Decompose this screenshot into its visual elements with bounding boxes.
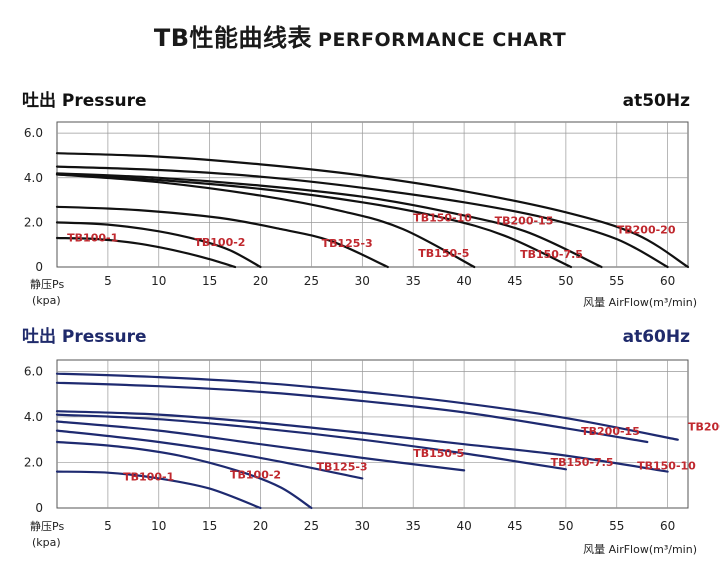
series-label: TB125-3 — [322, 237, 373, 250]
header-right: at60Hz — [623, 327, 690, 347]
x-tick-label: 40 — [456, 274, 471, 288]
x-tick-label: 15 — [202, 274, 217, 288]
x-tick-label: 60 — [660, 519, 675, 533]
x-tick-label: 45 — [507, 519, 522, 533]
x-tick-label: 15 — [202, 519, 217, 533]
x-axis-label: 风量 AirFlow(m³/min) — [583, 296, 697, 309]
series-curve — [55, 420, 466, 472]
page-title: TB性能曲线表 PERFORMANCE CHART — [0, 18, 720, 53]
series-label: TB200-15 — [495, 215, 554, 228]
series-curve — [55, 165, 669, 269]
series-curve — [55, 205, 389, 269]
x-tick-label: 55 — [609, 274, 624, 288]
plot-frame — [56, 121, 689, 268]
series-curve — [55, 172, 603, 269]
x-tick-label: 35 — [406, 519, 421, 533]
plot-frame — [56, 359, 689, 509]
x-tick-label: 20 — [253, 274, 268, 288]
series-curve — [55, 173, 573, 269]
y-tick-label: 4.0 — [24, 171, 43, 185]
header-left: 吐出 Pressure — [22, 90, 147, 111]
header-left: 吐出 Pressure — [22, 326, 147, 347]
x-tick-label: 50 — [558, 274, 573, 288]
series-curve — [55, 221, 262, 269]
y-tick-label: 2.0 — [24, 455, 43, 469]
series-label: TB100-2 — [230, 468, 281, 481]
x-tick-label: 5 — [104, 274, 112, 288]
series-label: TB125-3 — [317, 460, 368, 473]
y-tick-label: 6.0 — [24, 364, 43, 378]
y-tick-label: 0 — [35, 501, 43, 515]
x-tick-label: 10 — [151, 274, 166, 288]
x-tick-label: 30 — [355, 274, 370, 288]
y-tick-label: 6.0 — [24, 126, 43, 140]
chart-60hz: 吐出 Pressure at60Hz 5 10 15 20 25 30 35 40 45 50 55… — [22, 326, 720, 556]
series-label: TB150-7.5 — [551, 456, 614, 469]
x-axis-label: 风量 AirFlow(m³/min) — [583, 543, 697, 556]
series-curve — [55, 381, 649, 444]
x-tick-label: 45 — [507, 274, 522, 288]
x-tick-label: 40 — [456, 519, 471, 533]
series-label: TB200-20 — [617, 224, 676, 237]
series-curve — [55, 413, 567, 471]
x-tick-label: 5 — [104, 519, 112, 533]
plot-area: 5 10 15 20 25 30 35 40 45 50 55 60 0 2.0 4.0 6.0 TB100-1… — [24, 121, 690, 288]
y-axis-unit: (kpa) — [32, 294, 61, 307]
title-cn: TB性能曲线表 — [153, 24, 313, 52]
series-label: TB100-1 — [123, 471, 174, 484]
y-tick-label: 2.0 — [24, 215, 43, 229]
series-curve — [55, 152, 690, 269]
x-tick-label: 30 — [355, 519, 370, 533]
title-en: PERFORMANCE CHART — [318, 29, 567, 51]
series-label: TB150-5 — [413, 447, 464, 460]
series-label: TB150-5 — [418, 247, 469, 260]
header-right: at50Hz — [623, 91, 690, 111]
x-tick-label: 25 — [304, 519, 319, 533]
x-tick-label: 35 — [406, 274, 421, 288]
series-curve — [55, 440, 313, 510]
x-tick-label: 10 — [151, 519, 166, 533]
chart-50hz: 吐出 Pressure at50Hz 5 10 15 20 25 30 35 40 45 50 55… — [22, 90, 697, 309]
y-tick-label: 0 — [35, 260, 43, 274]
x-tick-label: 60 — [660, 274, 675, 288]
y-axis-label: 静压Ps — [30, 519, 64, 533]
plot-area: 5 10 15 20 25 30 35 40 45 50 55 60 0 2.0 4.0 6.0 TB100-1… — [24, 359, 720, 533]
x-tick-label: 55 — [609, 519, 624, 533]
series-label: TB100-1 — [67, 231, 118, 244]
y-tick-label: 4.0 — [24, 410, 43, 424]
series-label: TB200-20 — [688, 421, 720, 434]
y-axis-label: 静压Ps — [30, 277, 64, 291]
series-label: TB150-7.5 — [520, 248, 583, 261]
x-tick-label: 50 — [558, 519, 573, 533]
series-curve — [55, 410, 669, 473]
series-label: TB150-10 — [413, 211, 472, 224]
series-label: TB150-10 — [637, 459, 696, 472]
series-curve — [55, 429, 364, 480]
y-axis-unit: (kpa) — [32, 536, 61, 549]
series-label: TB200-15 — [581, 425, 640, 438]
series-curve — [55, 236, 237, 269]
series-label: TB100-2 — [194, 236, 245, 249]
x-tick-label: 25 — [304, 274, 319, 288]
series-curve — [55, 470, 262, 510]
x-tick-label: 20 — [253, 519, 268, 533]
series-curve — [55, 372, 679, 441]
series-curve — [55, 173, 476, 269]
